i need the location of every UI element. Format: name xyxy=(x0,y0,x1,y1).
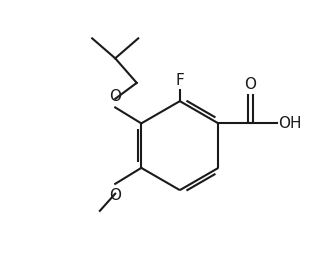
Text: O: O xyxy=(109,89,121,104)
Text: O: O xyxy=(245,77,257,92)
Text: O: O xyxy=(109,187,121,203)
Text: F: F xyxy=(175,73,184,88)
Text: OH: OH xyxy=(278,116,302,131)
